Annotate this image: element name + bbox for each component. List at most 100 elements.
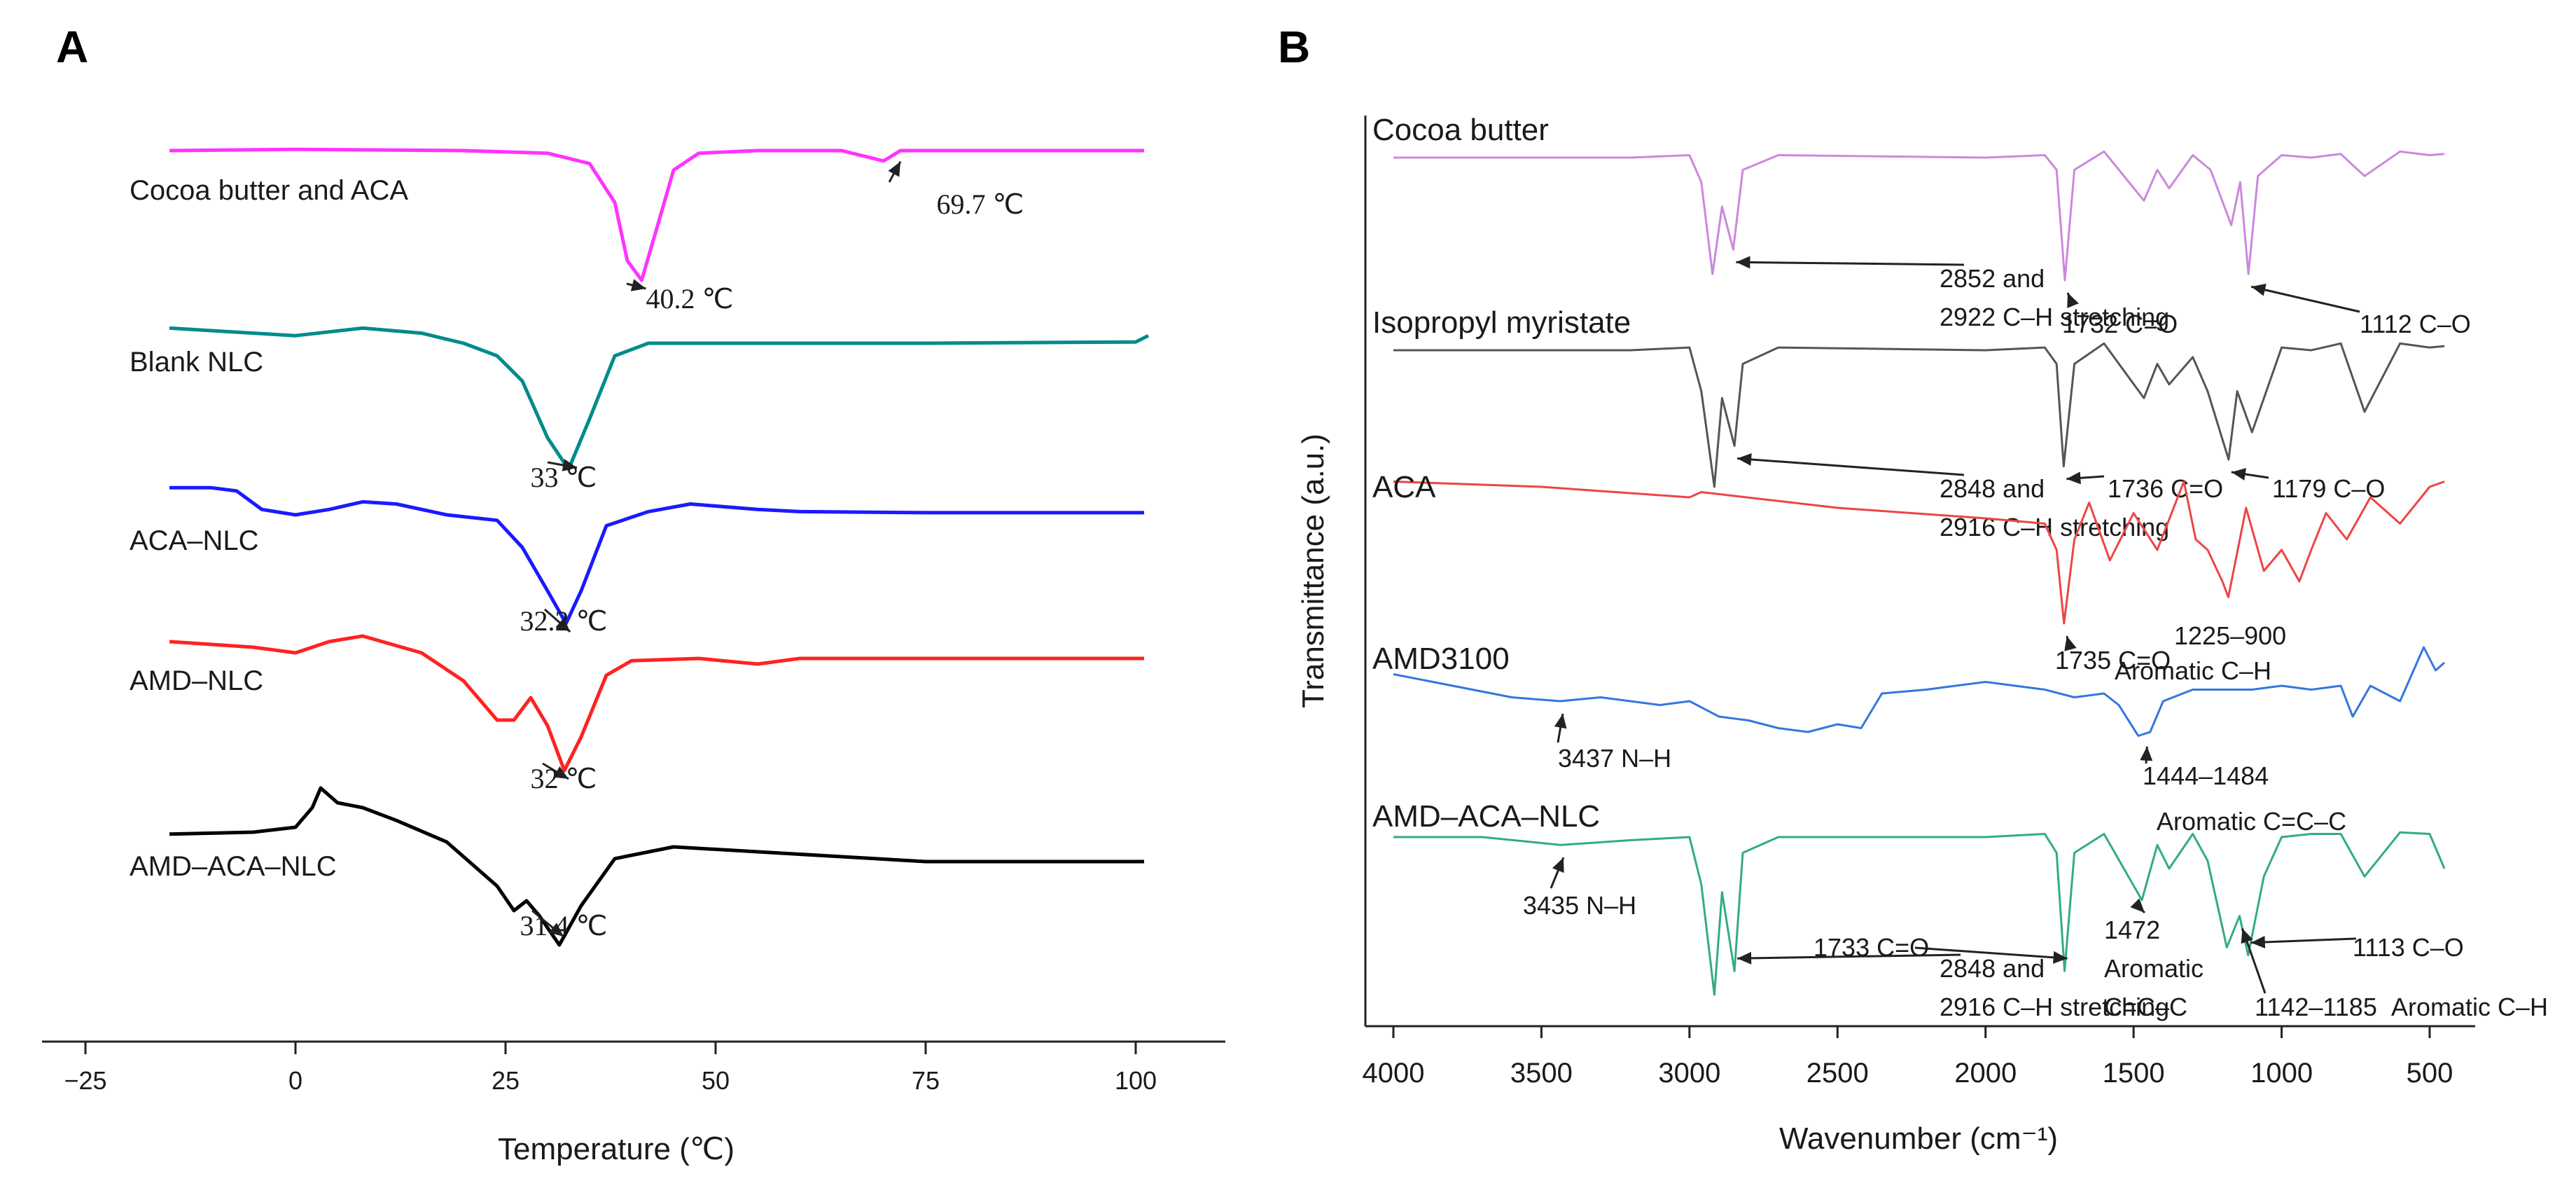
dsc-series-name: AMD–ACA–NLC: [130, 851, 337, 882]
ftir-x-tick-label: 4000: [1363, 1058, 1425, 1089]
ftir-peak-label: 1142–1185: [2255, 993, 2377, 1021]
dsc-series-line: [169, 634, 1144, 773]
ftir-annotation-arrow: [2066, 292, 2079, 308]
ftir-y-axis-label: Transmittance (a.u.): [1296, 434, 1330, 708]
ftir-series-name: Cocoa butter: [1372, 113, 1549, 147]
ftir-annotation-arrow: [1737, 453, 1965, 476]
ftir-annotation-arrow: [2066, 471, 2105, 485]
ftir-peak-label: 1732 C=O: [2062, 310, 2178, 338]
panel-b-letter: B: [1278, 22, 1311, 72]
dsc-x-tick-label: 75: [912, 1066, 940, 1095]
dsc-series-line: [169, 485, 1144, 626]
ftir-x-tick-label: 3000: [1658, 1058, 1720, 1089]
ftir-annotation-arrow: [1550, 857, 1565, 889]
ftir-peak-label: Aromatic C–H: [2115, 656, 2271, 685]
dsc-annotation-arrow: [888, 160, 902, 183]
ftir-annotation-arrow: [1914, 946, 2068, 964]
ftir-annotation-arrow: [2130, 898, 2146, 914]
dsc-x-tick-label: 0: [288, 1066, 302, 1095]
ftir-x-ticks: 4000 3500 3000 2500 2000 1500 1000 500: [1363, 1026, 2453, 1089]
dsc-peak-label: 69.7 ℃: [937, 188, 1024, 220]
dsc-annotation-arrow: [544, 608, 571, 633]
dsc-peak-label: 33 ℃: [531, 462, 597, 493]
ftir-x-tick-label: 2500: [1806, 1058, 1869, 1089]
ftir-series-line: [1393, 646, 2446, 737]
ftir-series-name: AMD3100: [1372, 642, 1510, 676]
ftir-peak-label: 3435 N–H: [1523, 891, 1636, 920]
ftir-peak-label: 1113 C–O: [2353, 933, 2464, 962]
ftir-peak-label: 2848 and: [1940, 954, 2045, 983]
dsc-annotation-arrow: [542, 762, 569, 780]
ftir-peak-label: Aromatic: [2104, 954, 2203, 983]
ftir-peak-label: 1735 C=O: [2055, 646, 2171, 675]
dsc-series-2: ACA–NLC 32.2 ℃: [130, 485, 1144, 637]
ftir-peak-label: 1444–1484: [2143, 761, 2269, 790]
dsc-x-tick-label: 50: [702, 1066, 730, 1095]
ftir-x-axis-label: Wavenumber (cm⁻¹): [1779, 1121, 2058, 1156]
dsc-series-1: Blank NLC 33 ℃: [130, 326, 1150, 493]
dsc-annotation-arrow: [531, 909, 564, 938]
dsc-series-line: [169, 326, 1150, 471]
ftir-peak-label: 1179 C–O: [2272, 474, 2385, 503]
dsc-series-line: [169, 786, 1144, 947]
panel-a-letter: A: [56, 22, 89, 72]
ftir-chart: 4000 3500 3000 2500 2000 1500 1000 500 Wavenumb…: [1296, 113, 2548, 1156]
ftir-peak-label: 2922 C–H stretching: [1940, 303, 2169, 331]
ftir-annotation-arrow: [1737, 951, 1961, 965]
ftir-x-tick-label: 1500: [2103, 1058, 2165, 1089]
ftir-series-0: Cocoa butter 2852 and 2922 C–H stretching1…: [1372, 113, 2471, 338]
dsc-series-name: AMD–NLC: [130, 665, 263, 696]
ftir-series-line: [1393, 481, 2445, 625]
ftir-x-tick-label: 2000: [1954, 1058, 2017, 1089]
dsc-series-group: Cocoa butter and ACA 40.2 ℃ 69.7 ℃ Blank NL…: [130, 147, 1150, 947]
dsc-x-ticks: −25 0 25 50 75 100: [64, 1042, 1157, 1095]
ftir-annotation-arrow: [2064, 635, 2077, 651]
dsc-annotation-arrow: [626, 279, 646, 291]
ftir-annotation-arrow: [1736, 256, 1965, 269]
dsc-series-name: Blank NLC: [130, 347, 263, 378]
dsc-annotation-arrow: [547, 459, 578, 471]
ftir-peak-label: 1225–900: [2174, 621, 2286, 650]
ftir-series-4: AMD–ACA–NLC 3435 N–H 2848 and 2916 C–H stre…: [1372, 799, 2548, 1021]
ftir-annotation-arrow: [2231, 468, 2269, 481]
dsc-peak-label: 32.2 ℃: [520, 605, 608, 637]
dsc-x-tick-label: −25: [64, 1066, 106, 1095]
ftir-peak-label: C=C–C: [2104, 993, 2187, 1021]
ftir-series-line: [1393, 342, 2445, 488]
dsc-peak-label: 31.4 ℃: [520, 910, 608, 941]
ftir-peak-label: 1733 C=O: [1813, 933, 1929, 962]
dsc-x-tick-label: 100: [1115, 1066, 1157, 1095]
ftir-series-name: ACA: [1372, 470, 1436, 504]
ftir-peak-label: Aromatic C=C–C: [2157, 807, 2346, 836]
dsc-series-line: [169, 147, 1144, 282]
ftir-series-name: Isopropyl myristate: [1372, 305, 1631, 340]
dsc-chart: −25 0 25 50 75 100 Temperature (℃) Cocoa butt…: [42, 147, 1225, 1166]
ftir-x-tick-label: 1000: [2250, 1058, 2313, 1089]
ftir-peak-label: 2916 C–H stretching: [1940, 993, 2169, 1021]
ftir-annotation-arrow: [1554, 713, 1567, 743]
dsc-series-name: ACA–NLC: [130, 525, 259, 556]
ftir-peak-label: 1736 C=O: [2108, 474, 2223, 503]
ftir-series-3: AMD3100 3437 N–H 1444–1484 Aromatic C=C–C: [1372, 642, 2446, 836]
ftir-peak-label: 2852 and: [1940, 264, 2045, 293]
dsc-series-name: Cocoa butter and ACA: [130, 175, 408, 206]
ftir-peak-label: 1472: [2104, 916, 2160, 944]
ftir-peak-label: 2848 and: [1940, 474, 2045, 503]
ftir-series-name: AMD–ACA–NLC: [1372, 799, 1600, 834]
ftir-annotation-arrow: [2250, 283, 2360, 313]
ftir-series-line: [1393, 150, 2445, 282]
ftir-annotation-arrow: [2140, 746, 2153, 764]
ftir-x-tick-label: 3500: [1510, 1058, 1573, 1089]
dsc-peak-label: 40.2 ℃: [646, 283, 734, 315]
dsc-series-0: Cocoa butter and ACA 40.2 ℃ 69.7 ℃: [130, 147, 1144, 315]
ftir-x-tick-label: 500: [2407, 1058, 2453, 1089]
dsc-peak-label: 32 ℃: [531, 763, 597, 794]
dsc-series-4: AMD–ACA–NLC 31.4 ℃: [130, 786, 1144, 947]
dsc-x-axis-label: Temperature (℃): [498, 1132, 734, 1166]
ftir-annotation-arrow: [2250, 935, 2357, 948]
dsc-series-3: AMD–NLC 32 ℃: [130, 634, 1144, 794]
